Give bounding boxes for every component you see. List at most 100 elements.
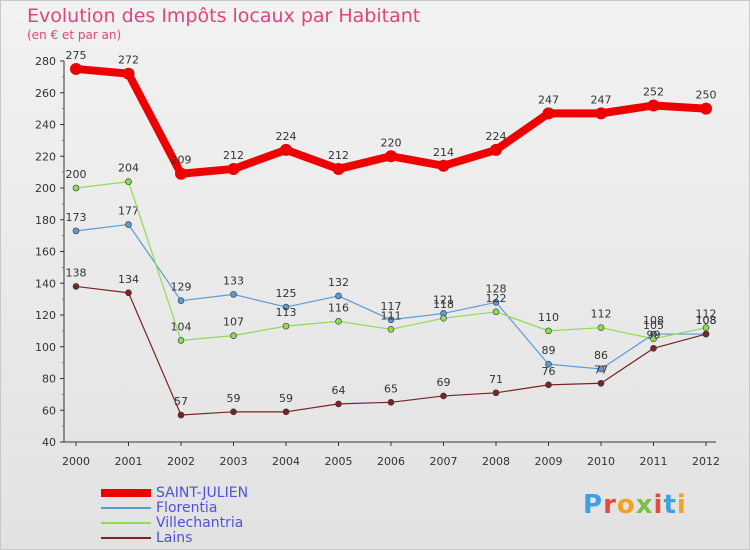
data-label-florentia: 86 <box>594 349 608 362</box>
data-label-florentia: 117 <box>381 300 402 313</box>
data-point-villechantria <box>72 184 80 192</box>
data-point-lains <box>440 392 447 400</box>
y-tick-label: 180 <box>35 214 56 227</box>
data-label-villechantria: 105 <box>643 319 664 332</box>
data-label-lains: 76 <box>542 365 556 378</box>
y-tick-label: 140 <box>35 277 56 290</box>
data-point-villechantria <box>492 308 500 316</box>
y-tick-label: 100 <box>35 341 56 354</box>
data-label-florentia: 128 <box>486 282 507 295</box>
logo-letter: t <box>663 490 677 520</box>
data-point-lains <box>335 400 342 408</box>
data-label-saint-julien: 214 <box>433 146 454 159</box>
data-label-lains: 69 <box>437 376 451 389</box>
data-point-lains <box>230 408 237 416</box>
x-tick-label: 2002 <box>167 455 195 468</box>
data-label-lains: 108 <box>696 314 717 327</box>
logo-letter: r <box>603 490 617 520</box>
data-point-florentia <box>387 316 395 324</box>
data-point-florentia <box>125 221 132 228</box>
x-tick-label: 2012 <box>692 455 720 468</box>
chart-title: Evolution des Impôts locaux par Habitant <box>27 5 421 27</box>
x-tick-label: 2006 <box>377 455 405 468</box>
data-label-florentia: 129 <box>171 281 192 294</box>
data-label-villechantria: 111 <box>381 309 402 322</box>
data-point-saint-julien <box>437 159 450 172</box>
x-tick-label: 2005 <box>325 455 353 468</box>
data-label-villechantria: 112 <box>696 308 717 321</box>
data-point-lains <box>597 379 605 387</box>
line-chart: 40 60 80 100 120 140 160 180 200 220 240 260 280 2000… <box>35 49 720 468</box>
data-point-villechantria <box>177 337 185 344</box>
data-point-florentia <box>492 298 500 306</box>
data-point-villechantria <box>335 318 342 325</box>
data-point-lains <box>492 389 500 397</box>
data-point-lains <box>387 399 395 406</box>
y-tick-label: 280 <box>35 55 56 68</box>
data-label-lains: 59 <box>279 392 293 405</box>
data-point-saint-julien <box>122 67 135 80</box>
data-point-saint-julien <box>385 150 397 163</box>
x-tick-label: 2010 <box>587 455 615 468</box>
data-label-saint-julien: 209 <box>171 154 192 167</box>
logo-letter: x <box>635 490 654 520</box>
data-label-florentia: 132 <box>328 276 349 289</box>
y-tick-label: 220 <box>35 150 56 163</box>
data-label-florentia: 108 <box>643 314 664 327</box>
data-label-lains: 138 <box>66 266 87 279</box>
data-point-villechantria <box>650 335 657 343</box>
data-label-saint-julien: 212 <box>223 149 244 162</box>
data-point-florentia <box>72 227 80 235</box>
data-point-florentia <box>177 297 185 305</box>
data-label-saint-julien: 250 <box>696 89 717 102</box>
data-label-florentia: 89 <box>542 344 556 357</box>
x-tick-label: 2003 <box>220 455 248 468</box>
data-label-saint-julien: 212 <box>328 149 349 162</box>
data-label-villechantria: 118 <box>433 298 454 311</box>
data-label-lains: 64 <box>332 384 346 397</box>
data-point-lains <box>650 345 657 352</box>
series-line-florentia <box>75 223 707 370</box>
data-point-saint-julien <box>280 143 292 156</box>
y-tick-label: 60 <box>42 404 56 417</box>
logo-letter: i <box>653 490 664 520</box>
data-label-villechantria: 104 <box>171 320 192 333</box>
data-label-florentia: 133 <box>223 274 244 287</box>
data-label-villechantria: 113 <box>276 306 297 319</box>
data-point-villechantria <box>702 324 710 332</box>
data-label-saint-julien: 224 <box>486 130 507 143</box>
data-point-villechantria <box>545 327 552 335</box>
proxiti-logo: Proxiti <box>583 490 687 520</box>
data-point-saint-julien <box>700 102 712 115</box>
legend-label-saint-julien: SAINT-JULIEN <box>156 485 249 501</box>
data-point-lains <box>282 408 290 416</box>
legend-label-villechantria: Villechantria <box>156 515 244 531</box>
data-label-florentia: 177 <box>118 205 139 218</box>
data-label-villechantria: 200 <box>66 168 87 181</box>
data-point-saint-julien <box>175 167 187 180</box>
legend-swatch-villechantria <box>101 522 151 524</box>
data-point-saint-julien <box>227 162 240 175</box>
logo-letter: i <box>676 490 687 520</box>
x-tick-label: 2007 <box>430 455 458 468</box>
logo-letter: P <box>583 490 604 520</box>
data-label-saint-julien: 247 <box>538 93 559 106</box>
x-tick-label: 2001 <box>115 455 143 468</box>
data-label-saint-julien: 247 <box>591 93 612 106</box>
data-label-lains: 99 <box>647 328 661 341</box>
data-point-villechantria <box>387 325 395 333</box>
x-tick-label: 2000 <box>62 455 90 468</box>
x-tick-label: 2004 <box>272 455 300 468</box>
legend-label-lains: Lains <box>156 530 193 546</box>
data-label-villechantria: 112 <box>591 308 612 321</box>
logo-letter: o <box>616 490 636 520</box>
data-point-lains <box>177 411 185 419</box>
data-point-florentia <box>597 365 605 373</box>
data-point-florentia <box>335 292 342 300</box>
data-point-florentia <box>545 360 552 368</box>
data-label-lains: 71 <box>489 373 503 386</box>
y-tick-label: 260 <box>35 87 56 100</box>
legend-swatch-saint-julien <box>101 489 151 497</box>
data-label-villechantria: 122 <box>486 292 507 305</box>
data-point-villechantria <box>282 322 290 330</box>
